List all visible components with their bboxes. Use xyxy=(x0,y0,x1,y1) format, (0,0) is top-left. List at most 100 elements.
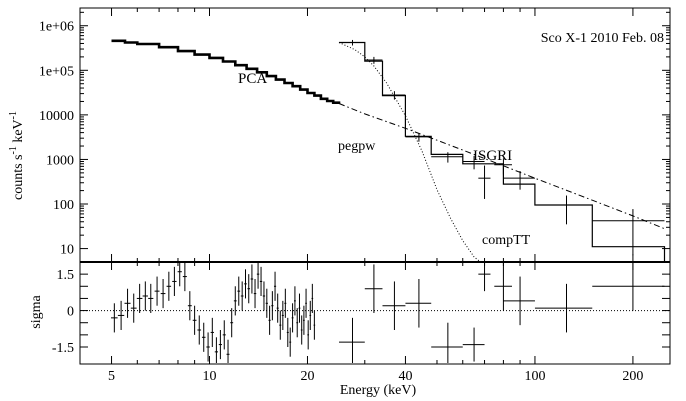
y-label-counts: counts s xyxy=(11,155,26,201)
pegpw-model-line xyxy=(338,103,665,230)
isgri-data-point xyxy=(534,195,593,225)
pca-residual-point xyxy=(187,291,192,321)
x-tick-label: 20 xyxy=(300,369,314,384)
isgri-residual-point xyxy=(462,327,485,362)
residuals-y-axis-label: sigma xyxy=(29,294,44,328)
spectrum-y-tick-label: 1e+05 xyxy=(39,64,74,79)
pca-residual-point xyxy=(154,276,160,306)
pca-residual-point xyxy=(296,308,299,338)
spectrum-panel: 10 100 1000 10000 1e+05 1e+06 Sco X-1 2010 Fe… xyxy=(8,7,671,263)
pca-residual-point xyxy=(291,303,294,333)
pca-residual-point xyxy=(201,322,206,352)
residuals-y-tick-label: 0 xyxy=(67,305,74,320)
spectrum-y-axis-label: counts s-1 keV-1 xyxy=(8,111,26,200)
isgri-data-point xyxy=(405,133,432,142)
pca-residual-point xyxy=(230,308,234,338)
isgri-residual-point xyxy=(405,279,432,328)
isgri-residual-point xyxy=(478,263,491,292)
pca-residual-point xyxy=(177,263,182,287)
pca-residual-point xyxy=(300,315,303,345)
pca-residual-point xyxy=(262,281,266,311)
chart-title: Sco X-1 2010 Feb. 08 xyxy=(541,31,664,46)
pca-residual-point xyxy=(284,288,287,318)
pca-residual-point xyxy=(218,330,222,360)
x-tick-label: 5 xyxy=(108,369,115,384)
comptt-label: compTT xyxy=(482,233,531,248)
isgri-residual-point xyxy=(339,317,365,363)
pca-residual-point xyxy=(233,286,237,316)
pca-residual-point xyxy=(117,300,125,330)
pca-residual-point xyxy=(110,303,118,333)
pca-residual-point xyxy=(210,317,214,347)
pca-residual-point xyxy=(259,266,263,296)
pca-residual-point xyxy=(293,286,296,316)
pca-residual-point xyxy=(286,317,289,347)
isgri-residual-point xyxy=(503,276,535,326)
pca-residual-point xyxy=(276,293,279,323)
pca-residual-point xyxy=(307,320,310,350)
x-tick-label: 100 xyxy=(524,369,545,384)
pca-residual-point xyxy=(298,293,301,323)
spectrum-y-tick-label: 1e+06 xyxy=(39,20,74,35)
isgri-data-point xyxy=(592,209,665,256)
pca-residual-point xyxy=(226,339,230,363)
pca-residual-point xyxy=(253,279,257,309)
isgri-data-point xyxy=(364,56,383,64)
pca-residual-point xyxy=(166,271,172,301)
pca-residual-point xyxy=(273,271,277,301)
isgri-data-point xyxy=(503,171,535,190)
spectrum-y-tick-label: 10000 xyxy=(39,109,74,124)
pca-residual-point xyxy=(142,281,148,311)
spectrum-y-tick-label: 100 xyxy=(53,198,74,213)
pca-residual-point xyxy=(309,300,312,330)
pca-residual-point xyxy=(124,288,131,318)
pegpw-label: pegpw xyxy=(338,139,376,154)
pca-residual-point xyxy=(289,327,292,357)
x-axis-label: Energy (keV) xyxy=(340,383,417,398)
isgri-residual-point xyxy=(364,264,383,313)
residuals-x-ticks: 5 10 20 40 100 200 xyxy=(79,262,643,384)
pca-residual-point xyxy=(148,283,154,313)
pca-residual-point xyxy=(136,283,143,313)
isgri-data-point xyxy=(382,91,406,100)
residuals-y-ticks: -1.5 0 1.5 xyxy=(52,268,670,356)
pca-residual-point xyxy=(279,310,282,340)
pca-residual-point xyxy=(250,264,254,294)
pca-residual-point xyxy=(197,315,202,345)
pca-spectrum-line xyxy=(111,39,341,104)
pca-residual-point xyxy=(281,300,284,330)
isgri-data-point xyxy=(431,152,463,163)
comptt-model-line xyxy=(338,42,481,263)
pca-residual-point xyxy=(160,279,166,309)
spectrum-series xyxy=(111,39,666,263)
x-tick-label: 200 xyxy=(622,369,643,384)
spectrum-y-ticks: 10 100 1000 10000 1e+05 1e+06 xyxy=(39,11,670,258)
pca-residual-point xyxy=(268,305,271,335)
isgri-label: ISGRI xyxy=(473,148,512,164)
isgri-residual-point xyxy=(534,283,593,333)
x-tick-label: 40 xyxy=(398,369,412,384)
isgri-data-point xyxy=(494,158,512,175)
pca-residual-point xyxy=(271,291,274,321)
pca-residual-point xyxy=(265,288,268,318)
pca-residual-point xyxy=(222,320,226,350)
isgri-residual-point xyxy=(382,281,406,330)
pca-residual-point xyxy=(206,332,210,362)
isgri-residual-point xyxy=(431,322,463,363)
residuals-y-tick-label: -1.5 xyxy=(52,341,74,356)
residuals-panel: -1.5 0 1.5 5 10 20 40 100 200 sigma Energy (keV… xyxy=(29,261,671,398)
pca-residual-point xyxy=(256,263,260,289)
pca-residual-point xyxy=(305,288,307,318)
y-label-exp1: -1 xyxy=(8,146,19,154)
pca-residual-point xyxy=(237,276,241,306)
residuals-series xyxy=(110,263,665,363)
pca-residual-point xyxy=(247,274,251,304)
pca-residual-point xyxy=(311,283,314,313)
y-label-exp2: -1 xyxy=(8,111,19,119)
isgri-data-point xyxy=(462,155,485,170)
isgri-residual-point xyxy=(592,263,665,311)
residuals-y-tick-label: 1.5 xyxy=(57,268,75,283)
isgri-data-point xyxy=(478,165,491,199)
pca-residual-point xyxy=(313,310,316,340)
